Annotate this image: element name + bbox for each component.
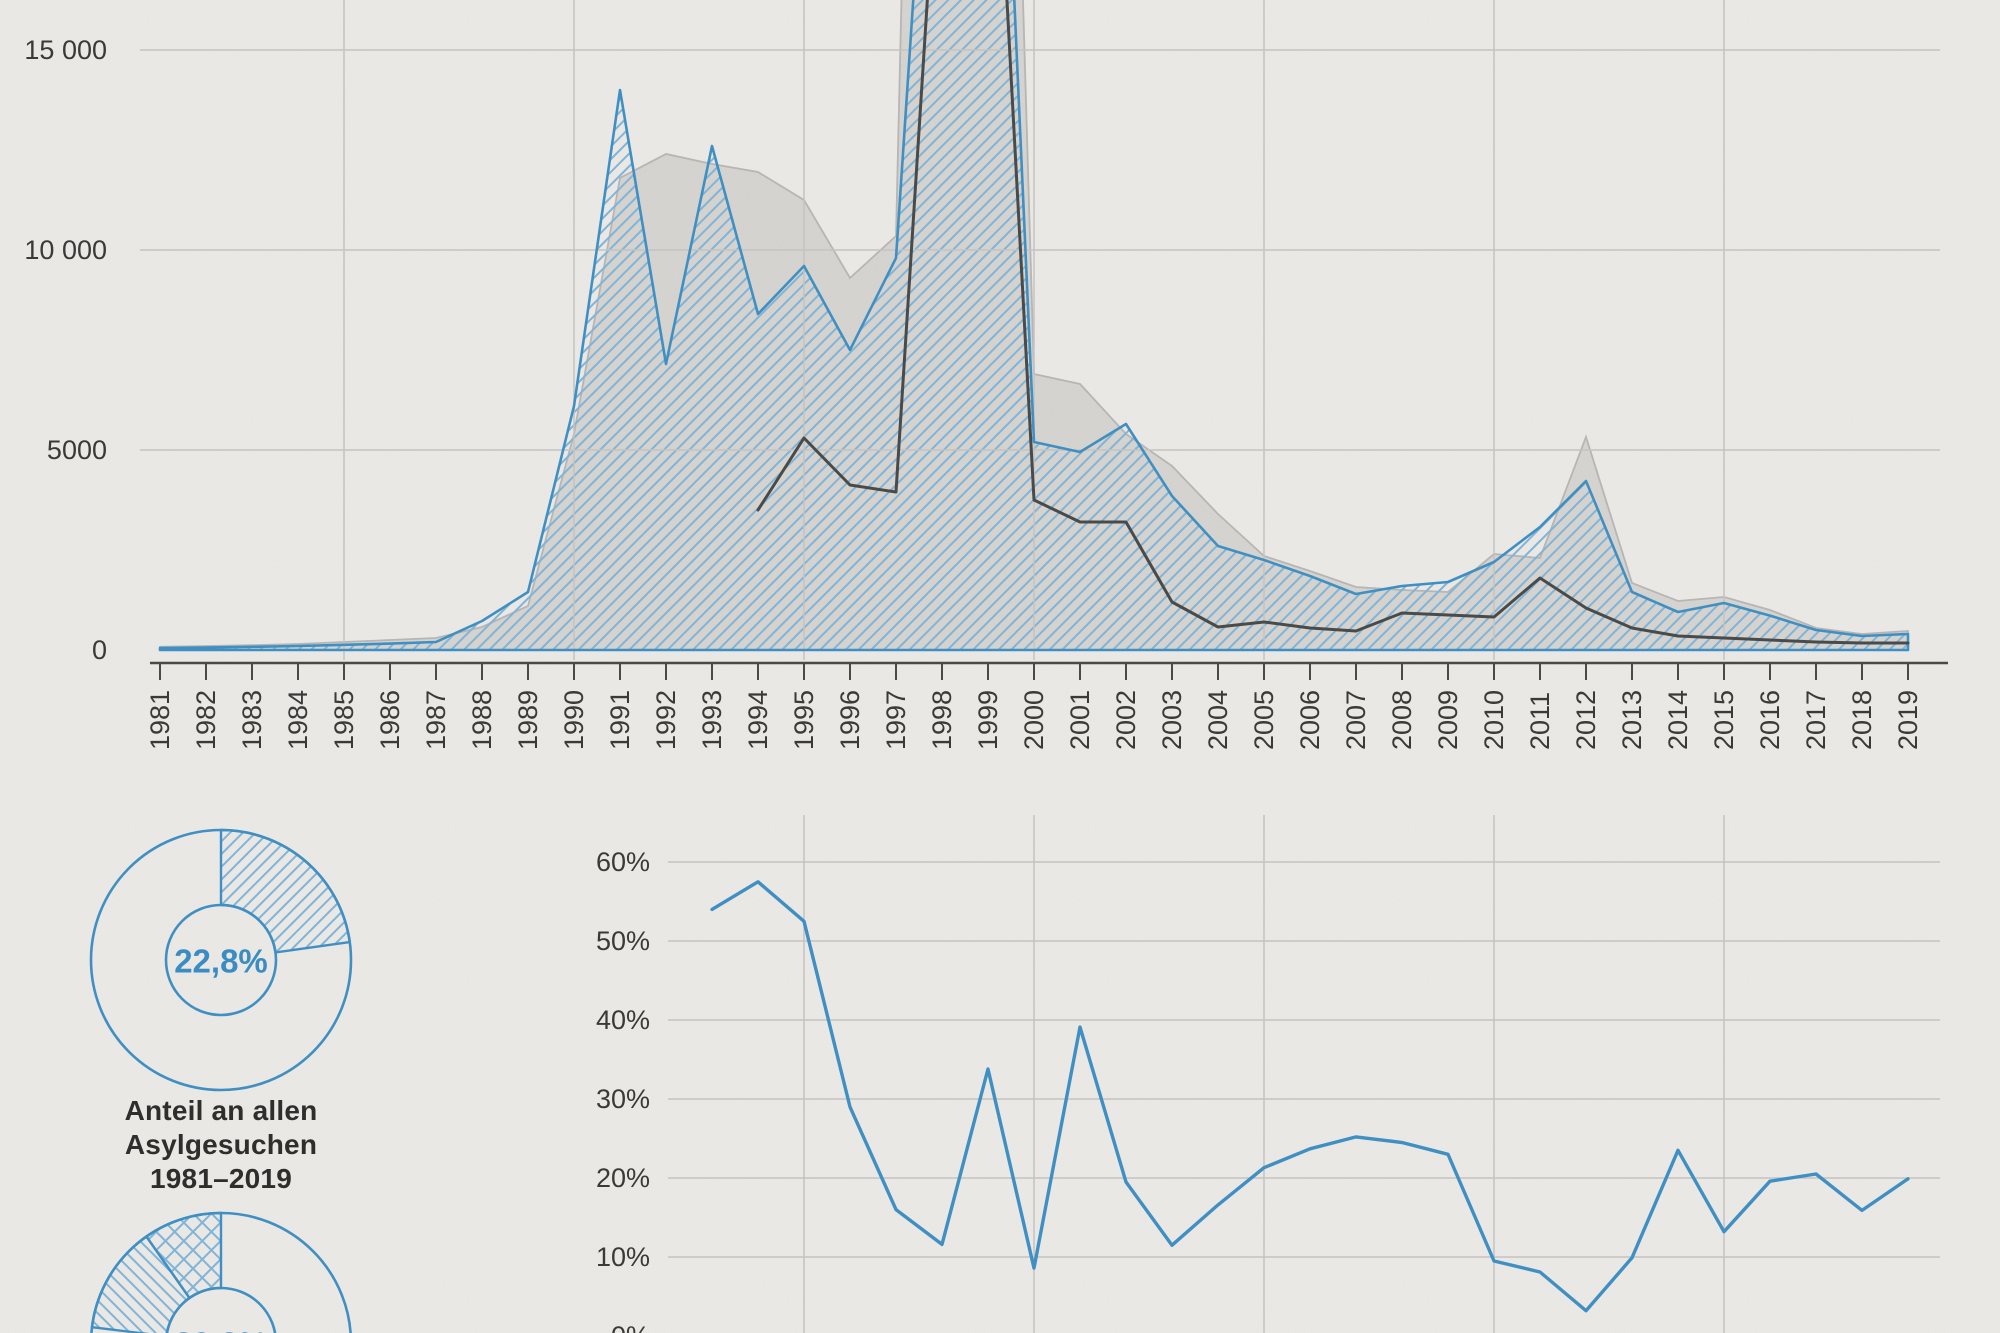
- y-tick-label: 10 000: [24, 235, 107, 265]
- x-tick-label: 2008: [1387, 690, 1417, 750]
- x-tick-label: 2009: [1433, 690, 1463, 750]
- y-tick-label: 50%: [596, 926, 650, 956]
- x-tick-label: 2010: [1479, 690, 1509, 750]
- x-tick-label: 2002: [1111, 690, 1141, 750]
- x-tick-label: 2004: [1203, 690, 1233, 750]
- x-tick-label: 2005: [1249, 690, 1279, 750]
- x-tick-label: 1989: [513, 690, 543, 750]
- x-tick-label: 2001: [1065, 690, 1095, 750]
- x-tick-label: 1997: [881, 690, 911, 750]
- x-tick-label: 1998: [927, 690, 957, 750]
- y-tick-label: 10%: [596, 1242, 650, 1272]
- x-tick-label: 1983: [237, 690, 267, 750]
- y-tick-label: 20%: [596, 1163, 650, 1193]
- x-tick-label: 1987: [421, 690, 451, 750]
- x-tick-label: 1996: [835, 690, 865, 750]
- x-tick-label: 1990: [559, 690, 589, 750]
- x-tick-label: 2014: [1663, 690, 1693, 750]
- y-tick-label: 30%: [596, 1084, 650, 1114]
- second-donut: 29,3%: [90, 1211, 352, 1333]
- x-tick-label: 2017: [1801, 690, 1831, 750]
- x-tick-label: 1993: [697, 690, 727, 750]
- share-donut-caption-line2: 1981–2019: [150, 1163, 292, 1194]
- x-tick-label: 2007: [1341, 690, 1371, 750]
- share-donut-caption-line1: Anteil an allen Asylgesuchen: [124, 1095, 318, 1160]
- x-tick-label: 1981: [145, 690, 175, 750]
- y-tick-label: 5000: [47, 435, 107, 465]
- x-tick-label: 1999: [973, 690, 1003, 750]
- x-tick-label: 2019: [1893, 690, 1923, 750]
- share-donut: 22,8%: [89, 828, 353, 1092]
- x-tick-label: 2018: [1847, 690, 1877, 750]
- x-tick-label: 2013: [1617, 690, 1647, 750]
- donut-value-label: 29,3%: [174, 1326, 268, 1333]
- donut-value-label: 22,8%: [174, 943, 268, 980]
- x-tick-label: 1995: [789, 690, 819, 750]
- asylum-trend-chart: 1981 1982 1983 1984 1985 1986 1987 1988 1989 1990…: [24, 0, 1948, 750]
- y-tick-label: 60%: [596, 847, 650, 877]
- x-tick-label: 1986: [375, 690, 405, 750]
- x-tick-label: 2011: [1525, 692, 1555, 750]
- x-tick-label: 2006: [1295, 690, 1325, 750]
- y-tick-label: 15 000: [24, 35, 107, 65]
- x-tick-label: 1988: [467, 690, 497, 750]
- y-tick-label: 0: [92, 635, 107, 665]
- y-tick-label: 40%: [596, 1005, 650, 1035]
- x-tick-label: 2012: [1571, 690, 1601, 750]
- share-donut-caption: Anteil an allen Asylgesuchen 1981–2019: [39, 1094, 403, 1196]
- recognition-rate-chart: 60% 50% 40% 30% 20% 10% 0%: [596, 815, 1940, 1333]
- x-tick-label: 2016: [1755, 690, 1785, 750]
- rate-line: [710, 880, 1910, 1313]
- x-tick-label: 1992: [651, 690, 681, 750]
- x-tick-label: 1991: [605, 690, 635, 750]
- x-tick-label: 2015: [1709, 690, 1739, 750]
- x-tick-label: 1984: [283, 690, 313, 750]
- x-tick-label: 1982: [191, 690, 221, 750]
- x-tick-label: 2000: [1019, 690, 1049, 750]
- x-tick-label: 1985: [329, 690, 359, 750]
- y-tick-label: 0%: [611, 1321, 650, 1333]
- x-tick-label: 1994: [743, 690, 773, 750]
- x-tick-label: 2003: [1157, 690, 1187, 750]
